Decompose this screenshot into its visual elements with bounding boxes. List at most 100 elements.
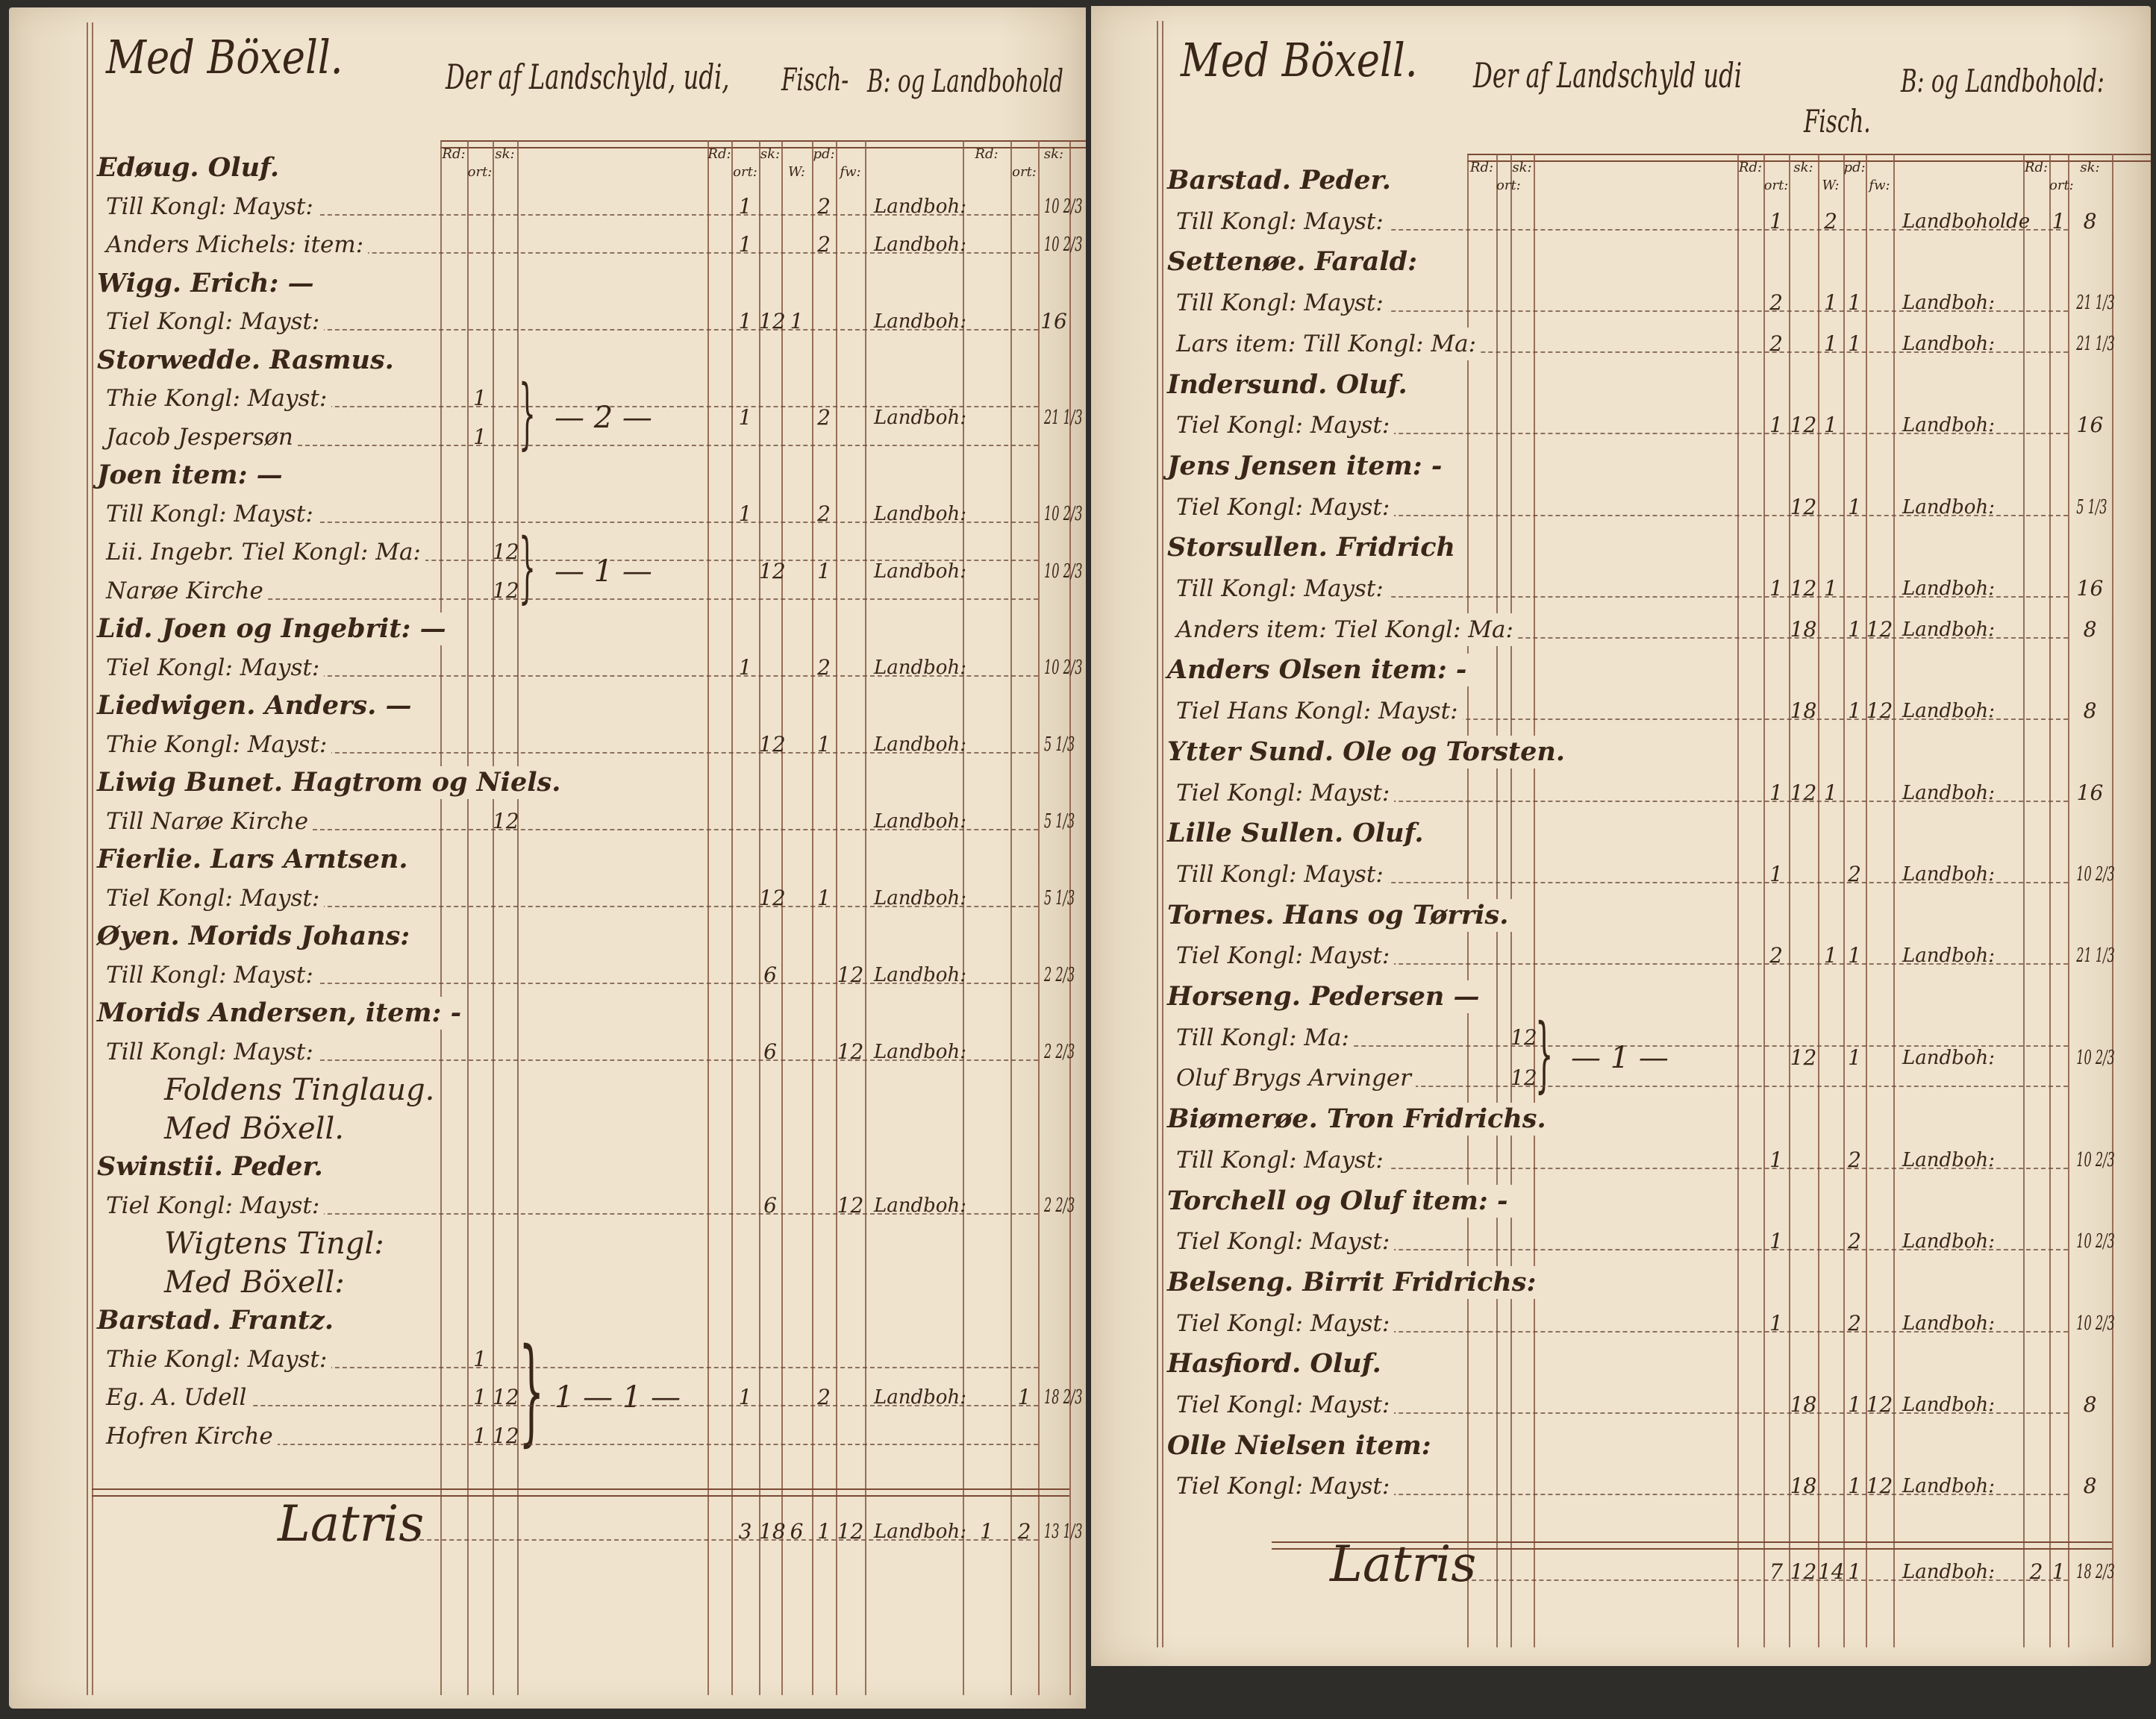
- ledger-entry-name: Tiel Kongl: Mayst:: [1176, 409, 1395, 442]
- ledger-place-name: Olle Nielsen item:: [1167, 1429, 1436, 1462]
- amount-g2-cell: 1: [1848, 1474, 1861, 1499]
- amount-g3-cell: 16: [1040, 309, 1067, 334]
- ledger-entry-name: Tiel Kongl: Mayst:: [1176, 1470, 1395, 1503]
- amount-g2-cell: 1: [817, 1519, 831, 1544]
- amount-g1-cell: 12: [493, 1423, 519, 1448]
- ledger-place-name: Belseng. Birrit Fridrichs:: [1167, 1265, 1541, 1299]
- ledger-place-name: Storsullen. Fridrich: [1167, 531, 1460, 565]
- landbo-cell: Landboh:: [874, 560, 966, 583]
- ledger-place-name: Lid. Joen og Ingebrit: —: [97, 613, 451, 645]
- dotted-leader: [127, 213, 1038, 216]
- amount-g2-cell: 12: [1790, 1559, 1817, 1584]
- amount-g3-cell: 10 2/3: [1043, 656, 1083, 679]
- column-subhead-g2: Rd:: [1738, 160, 1763, 175]
- dotted-leader: [1197, 963, 2068, 965]
- ledger-entry-name: Till Kongl: Mayst:: [1176, 572, 1388, 605]
- amount-g3-cell: 5 1/3: [1043, 886, 1075, 909]
- ledger-place-name: Øyen. Morids Johans:: [97, 920, 415, 953]
- page-title: Med Böxell.: [1181, 33, 1418, 87]
- ledger-entry-name: Till Kongl: Mayst:: [106, 1035, 318, 1068]
- amount-g2-cell: 18: [1790, 1392, 1817, 1417]
- ledger-entry-name: Eg. A. Udell: [106, 1381, 251, 1414]
- dotted-leader: [127, 1059, 1038, 1061]
- dotted-leader: [1197, 596, 2068, 598]
- column-rule: [2112, 154, 2113, 1647]
- dotted-leader: [127, 828, 1038, 830]
- column-rule: [1866, 154, 1867, 1647]
- ledger-entry-name: Tiel Kongl: Mayst:: [1176, 939, 1395, 973]
- margin-rule: [1157, 21, 1158, 1647]
- amount-g2-cell: 1: [738, 654, 752, 680]
- amount-g3-cell: 8: [2083, 1474, 2097, 1499]
- amount-g2-cell: 2: [1848, 1310, 1861, 1336]
- ledger-heading-name: Foldens Tinglaug.: [164, 1074, 440, 1106]
- dotted-leader: [127, 674, 1038, 677]
- dotted-leader: [127, 1366, 1038, 1368]
- total-label: Latris: [1330, 1535, 1477, 1593]
- ledger-entry-name: Till Kongl: Mayst:: [1176, 204, 1388, 238]
- amount-g2-cell: 12: [1866, 1474, 1893, 1499]
- amount-g1-cell: 12: [493, 577, 519, 603]
- amount-g2-cell: 2: [1848, 861, 1861, 886]
- column-subhead-g3: ort:: [1012, 164, 1037, 180]
- column-subhead-g3: sk:: [2080, 160, 2100, 175]
- amount-g2-cell: 12: [1790, 576, 1817, 601]
- dotted-leader: [127, 521, 1038, 523]
- amount-g2-cell: 12: [759, 309, 786, 334]
- column-rule: [517, 140, 519, 1695]
- amount-g1-cell: 12: [493, 539, 519, 564]
- landbo-cell: Landboh:: [1902, 1047, 1995, 1070]
- brace-bracket: }: [519, 1324, 545, 1459]
- amount-g2-cell: 2: [817, 404, 831, 430]
- landbo-cell: Landboh:: [1902, 577, 1995, 600]
- amount-g3-cell: 10 2/3: [2076, 1312, 2115, 1335]
- landbo-cell: Landboh:: [1902, 1230, 1995, 1253]
- column-subhead-g3: Rd:: [2024, 160, 2049, 175]
- ledger-place-name: Horseng. Pedersen —: [1167, 980, 1484, 1013]
- amount-g2-cell: 2: [1824, 208, 1837, 234]
- amount-g2-cell: 1: [790, 309, 804, 334]
- amount-g2-cell: 2: [817, 193, 831, 219]
- column-subhead-g1: ort:: [1496, 178, 1521, 193]
- amount-g2-cell: 1: [1824, 780, 1837, 805]
- column-rule: [1763, 154, 1765, 1647]
- amount-g3-cell: 10 2/3: [1043, 502, 1083, 525]
- ledger-entry-name: Anders item: Tiel Kongl: Ma:: [1176, 613, 1518, 646]
- column-subhead-g1: ort:: [467, 164, 493, 180]
- amount-g2-cell: 12: [1866, 1392, 1893, 1417]
- amount-g2-cell: 12: [1866, 616, 1893, 642]
- amount-g3-cell: 21 1/3: [2076, 945, 2115, 968]
- dotted-leader: [127, 329, 1038, 331]
- column-subhead-g2: sk:: [760, 146, 781, 162]
- amount-g2-cell: 18: [1790, 616, 1817, 642]
- amount-g3-cell: 21 1/3: [1043, 406, 1083, 429]
- amount-g2-cell: 12: [1790, 413, 1817, 438]
- amount-g2-cell: 1: [1824, 576, 1837, 601]
- amount-g2-cell: 1: [1769, 413, 1783, 438]
- landbo-cell: Landboh:: [874, 656, 966, 679]
- landbo-cell: Landboh:: [1902, 414, 1995, 437]
- landbo-cell: Landboh:: [1902, 781, 1995, 804]
- column-subhead-g2: sk:: [1793, 160, 1813, 175]
- amount-g2-cell: 6: [763, 1192, 777, 1218]
- amount-g2-cell: 1: [817, 885, 831, 910]
- column-rule: [759, 140, 760, 1695]
- amount-g2-cell: 1: [1769, 1147, 1783, 1172]
- landbo-cell: Landboh:: [1902, 945, 1995, 968]
- ledger-entry-name: Tiel Kongl: Mayst:: [1176, 1225, 1395, 1259]
- dotted-leader: [1197, 800, 2068, 802]
- ledger-place-name: Settenøe. Farald:: [1167, 245, 1422, 279]
- ledger-place-name: Fierlie. Lars Arntsen.: [97, 843, 413, 876]
- amount-g2-cell: 6: [790, 1519, 804, 1544]
- ledger-place-name: Wigg. Erich: —: [97, 266, 319, 300]
- brace-bracket: }: [519, 522, 536, 613]
- dotted-leader: [404, 1539, 1038, 1541]
- column-rule: [2049, 154, 2051, 1647]
- dotted-leader: [1197, 228, 2068, 231]
- amount-g2-cell: 2: [1769, 331, 1783, 356]
- column-subhead-g2: fw:: [1869, 178, 1890, 193]
- ledger-entry-name: Tiel Kongl: Mayst:: [1176, 776, 1395, 810]
- amount-g3-cell: 16: [2076, 780, 2104, 805]
- column-rule: [1069, 140, 1071, 1695]
- amount-g3-cell: 18 2/3: [1043, 1386, 1083, 1409]
